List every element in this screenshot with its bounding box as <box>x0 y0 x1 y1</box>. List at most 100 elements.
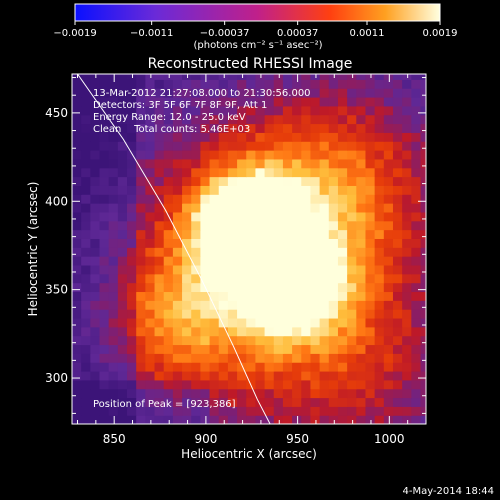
y-axis-label: Heliocentric Y (arcsec) <box>26 182 40 317</box>
heatmap-cell <box>264 96 275 107</box>
heatmap-cell <box>347 247 357 257</box>
heatmap-cell <box>227 370 238 381</box>
heatmap-cell <box>191 203 201 213</box>
heatmap-cell <box>227 273 238 284</box>
heatmap-cell <box>72 353 82 363</box>
heatmap-cell <box>90 273 101 284</box>
heatmap-cell <box>246 264 257 275</box>
heatmap-cell <box>172 141 183 151</box>
heatmap-cell <box>145 79 156 89</box>
heatmap-cell <box>154 229 165 239</box>
heatmap-cell <box>209 123 220 133</box>
heatmap-cell <box>200 203 211 213</box>
heatmap-cell <box>420 344 426 354</box>
heatmap-cell <box>337 291 348 301</box>
heatmap-cell <box>72 203 82 213</box>
heatmap-cell <box>282 220 293 231</box>
heatmap-cell <box>163 353 174 363</box>
heatmap-cell <box>255 256 266 266</box>
heatmap-cell <box>292 300 302 310</box>
heatmap-cell <box>191 353 201 363</box>
heatmap-cell <box>273 96 284 107</box>
heatmap-cell <box>108 256 119 266</box>
heatmap-cell <box>172 185 183 195</box>
heatmap-cell <box>402 123 412 133</box>
heatmap-cell <box>420 96 426 107</box>
heatmap-cell <box>237 388 247 399</box>
heatmap-cell <box>209 370 220 381</box>
heatmap-cell <box>365 415 376 424</box>
heatmap-cell <box>292 150 302 160</box>
heatmap-cell <box>127 309 137 319</box>
heatmap-cell <box>356 158 367 169</box>
heatmap-cell <box>246 406 257 416</box>
heatmap-cell <box>117 317 128 328</box>
heatmap-cell <box>145 238 156 248</box>
heatmap-cell <box>200 335 211 346</box>
heatmap-cell <box>237 406 247 416</box>
heatmap-cell <box>383 132 394 142</box>
heatmap-cell <box>90 105 101 116</box>
heatmap-cell <box>200 123 211 133</box>
heatmap-cell <box>411 176 422 186</box>
heatmap-cell <box>383 220 394 231</box>
heatmap-cell <box>392 264 403 275</box>
heatmap-cell <box>365 379 376 390</box>
heatmap-cell <box>90 388 101 399</box>
heatmap-cell <box>319 141 330 151</box>
heatmap-cell <box>81 185 91 195</box>
heatmap-cell <box>154 264 165 275</box>
heatmap-cell <box>117 74 128 80</box>
heatmap-cell <box>319 88 330 98</box>
heatmap-cell <box>292 326 302 337</box>
heatmap-cell <box>108 132 119 142</box>
heatmap-cell <box>81 256 91 266</box>
heatmap-cell <box>411 132 422 142</box>
heatmap-cell <box>209 379 220 390</box>
heatmap-cell <box>191 74 201 80</box>
heatmap-cell <box>337 353 348 363</box>
heatmap-cell <box>145 256 156 266</box>
heatmap-cell <box>72 291 82 301</box>
heatmap-cell <box>392 370 403 381</box>
heatmap-cell <box>273 105 284 116</box>
heatmap-cell <box>420 300 426 310</box>
heatmap-cell <box>200 344 211 354</box>
heatmap-cell <box>246 141 257 151</box>
heatmap-cell <box>136 388 146 399</box>
heatmap-cell <box>402 220 412 231</box>
heatmap-cell <box>255 176 266 186</box>
heatmap-cell <box>347 326 357 337</box>
heatmap-cell <box>383 397 394 407</box>
heatmap-cell <box>319 317 330 328</box>
heatmap-cell <box>127 317 137 328</box>
heatmap-cell <box>374 273 385 284</box>
heatmap-cell <box>347 379 357 390</box>
heatmap-cell <box>374 238 385 248</box>
heatmap-cell <box>72 264 82 275</box>
heatmap-cell <box>292 397 302 407</box>
heatmap-cell <box>90 79 101 89</box>
heatmap-cell <box>273 88 284 98</box>
heatmap-cell <box>365 74 376 80</box>
heatmap-cell <box>282 397 293 407</box>
heatmap-cell <box>108 326 119 337</box>
heatmap-cell <box>374 74 385 80</box>
heatmap-cell <box>200 132 211 142</box>
heatmap-cell <box>237 370 247 381</box>
heatmap-cell <box>255 317 266 328</box>
heatmap-cell <box>347 79 357 89</box>
heatmap-cell <box>127 158 137 169</box>
heatmap-cell <box>328 194 339 204</box>
heatmap-cell <box>402 88 412 98</box>
heatmap-cell <box>191 282 201 293</box>
heatmap-cell <box>255 370 266 381</box>
heatmap-cell <box>227 362 238 372</box>
heatmap-cell <box>392 105 403 116</box>
heatmap-cell <box>163 335 174 346</box>
heatmap-cell <box>337 379 348 390</box>
heatmap-cell <box>356 176 367 186</box>
heatmap-cell <box>172 362 183 372</box>
heatmap-cell <box>383 247 394 257</box>
heatmap-cell <box>145 344 156 354</box>
